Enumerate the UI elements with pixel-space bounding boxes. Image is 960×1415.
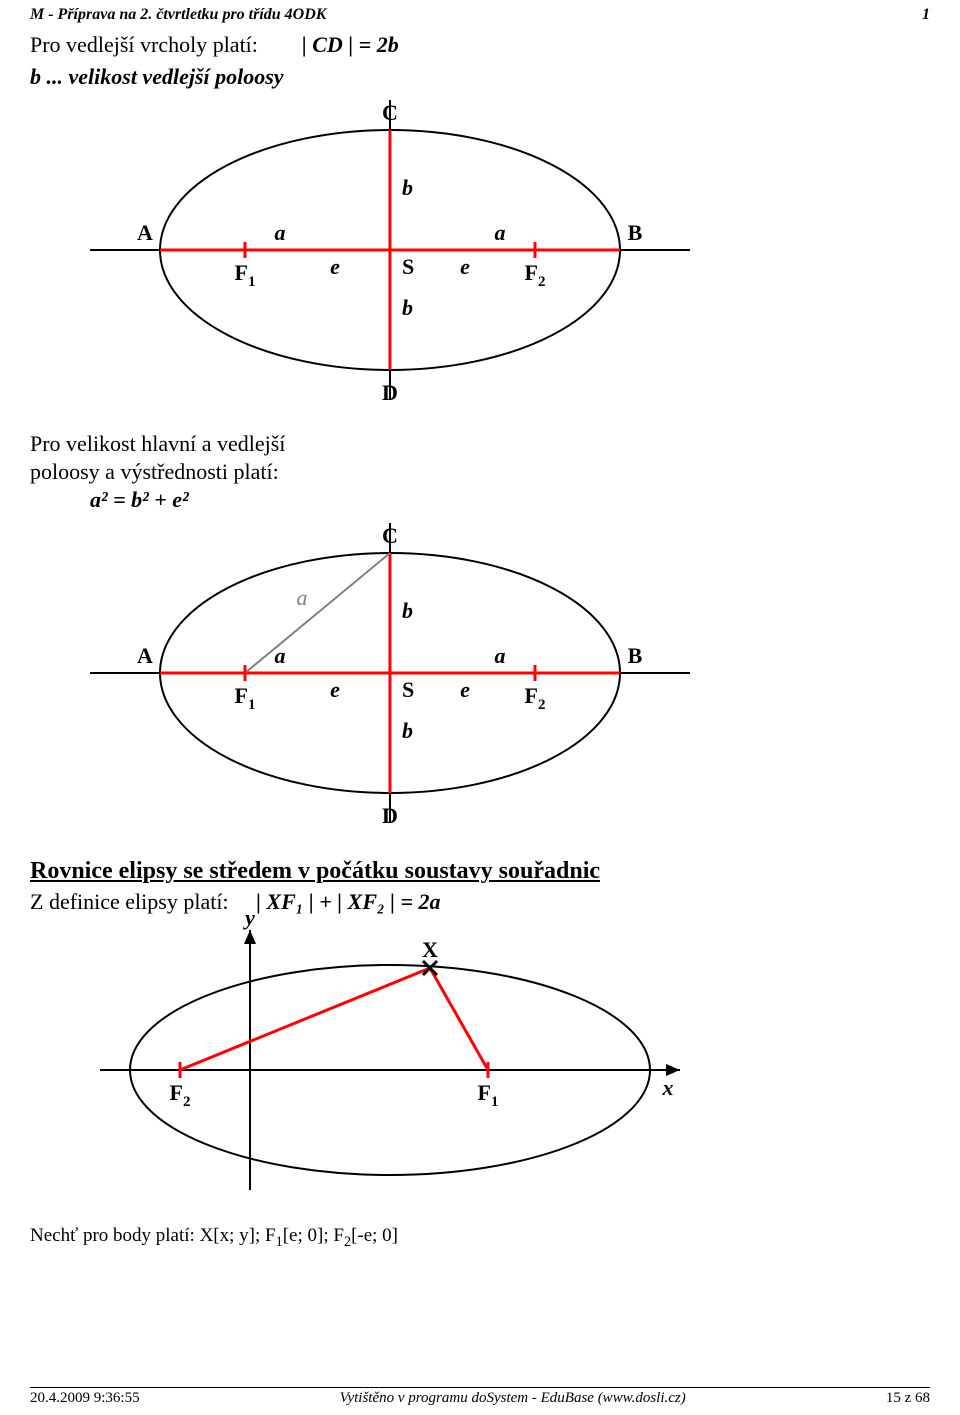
intro-line-1-eq: | CD | = 2b bbox=[302, 32, 399, 57]
ellipse-diagram-2: CDABSbbaaaeeF1F2 bbox=[70, 513, 930, 833]
footer-left: 20.4.2009 9:36:55 bbox=[30, 1390, 140, 1407]
svg-text:e: e bbox=[330, 677, 340, 702]
bottom-mid: [e; 0]; F bbox=[283, 1225, 344, 1246]
bottom-pre: Nechť pro body platí: X[x; y]; F bbox=[30, 1225, 276, 1246]
page-footer: 20.4.2009 9:36:55 Vytištěno v programu d… bbox=[30, 1387, 930, 1407]
svg-text:b: b bbox=[402, 175, 413, 200]
equation-a2b2e2: a² = b² + e² bbox=[90, 487, 930, 513]
svg-text:a: a bbox=[495, 220, 506, 245]
def-eq: | XF₁ | + | XF₂ | = 2a bbox=[256, 889, 441, 914]
svg-text:e: e bbox=[460, 254, 470, 279]
svg-text:B: B bbox=[628, 220, 643, 245]
svg-text:F1: F1 bbox=[235, 683, 256, 713]
header-left: M - Příprava na 2. čtvrtletku pro třídu … bbox=[30, 6, 326, 24]
bottom-sub1: 1 bbox=[276, 1234, 283, 1250]
bottom-sub2: 2 bbox=[344, 1234, 351, 1250]
svg-text:B: B bbox=[628, 643, 643, 668]
header-right: 1 bbox=[922, 6, 930, 24]
intro-line-1: Pro vedlejší vrcholy platí: | CD | = 2b bbox=[30, 32, 930, 58]
intro-line-1-text: Pro vedlejší vrcholy platí: bbox=[30, 32, 258, 57]
footer-right: 15 z 68 bbox=[886, 1390, 930, 1407]
svg-text:y: y bbox=[242, 915, 255, 930]
svg-text:a: a bbox=[297, 585, 308, 610]
svg-text:b: b bbox=[402, 598, 413, 623]
mid-text-line1: Pro velikost hlavní a vedlejší bbox=[30, 430, 930, 458]
ellipse-diagram-3: y x X F2 F1 bbox=[70, 915, 930, 1205]
svg-text:D: D bbox=[382, 380, 398, 405]
page-header: M - Příprava na 2. čtvrtletku pro třídu … bbox=[30, 0, 930, 24]
svg-text:x: x bbox=[662, 1075, 674, 1100]
svg-text:F2: F2 bbox=[170, 1080, 191, 1110]
mid-text: Pro velikost hlavní a vedlejší poloosy a… bbox=[30, 430, 930, 485]
svg-text:b: b bbox=[402, 718, 413, 743]
ellipse-definition-line: Z definice elipsy platí: | XF₁ | + | XF₂… bbox=[30, 889, 930, 915]
document-page: M - Příprava na 2. čtvrtletku pro třídu … bbox=[0, 0, 960, 1415]
ellipse-diagram-1: CDABSbbaaeeF1F2 bbox=[70, 90, 930, 410]
svg-text:e: e bbox=[460, 677, 470, 702]
svg-text:A: A bbox=[137, 643, 153, 668]
svg-text:D: D bbox=[382, 803, 398, 828]
svg-text:a: a bbox=[275, 220, 286, 245]
svg-text:e: e bbox=[330, 254, 340, 279]
svg-text:F1: F1 bbox=[478, 1080, 499, 1110]
section-heading: Rovnice elipsy se středem v počátku sous… bbox=[30, 858, 930, 885]
svg-text:b: b bbox=[402, 295, 413, 320]
intro-line-2: b ... velikost vedlejší poloosy bbox=[30, 64, 930, 90]
svg-text:F2: F2 bbox=[525, 260, 546, 290]
svg-text:F2: F2 bbox=[525, 683, 546, 713]
mid-text-line2: poloosy a výstřednosti platí: bbox=[30, 458, 930, 486]
svg-text:F1: F1 bbox=[235, 260, 256, 290]
svg-text:C: C bbox=[382, 100, 398, 125]
svg-text:S: S bbox=[402, 254, 414, 279]
def-pre: Z definice elipsy platí: bbox=[30, 889, 229, 914]
footer-mid: Vytištěno v programu doSystem - EduBase … bbox=[340, 1390, 686, 1407]
svg-text:X: X bbox=[422, 937, 438, 962]
svg-text:C: C bbox=[382, 523, 398, 548]
bottom-end: [-e; 0] bbox=[351, 1225, 398, 1246]
svg-text:A: A bbox=[137, 220, 153, 245]
svg-text:a: a bbox=[495, 643, 506, 668]
bottom-declaration: Nechť pro body platí: X[x; y]; F1[e; 0];… bbox=[30, 1225, 930, 1251]
svg-text:a: a bbox=[275, 643, 286, 668]
svg-text:S: S bbox=[402, 677, 414, 702]
